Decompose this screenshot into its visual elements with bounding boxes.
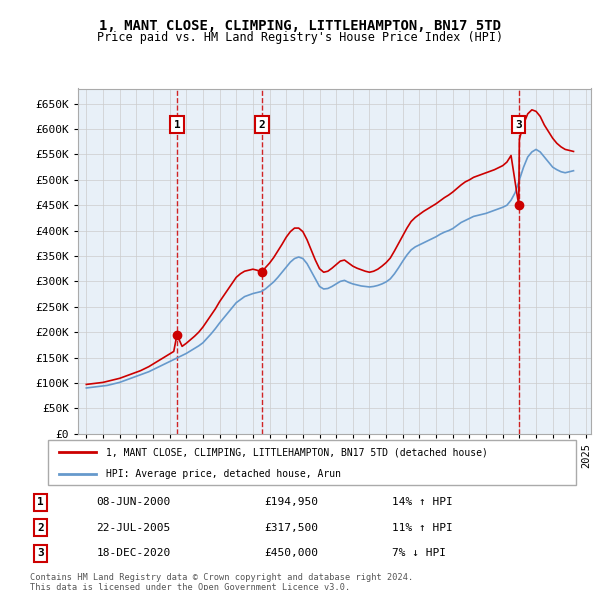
- FancyBboxPatch shape: [48, 440, 576, 485]
- Text: 08-JUN-2000: 08-JUN-2000: [97, 497, 171, 507]
- Text: 18-DEC-2020: 18-DEC-2020: [97, 548, 171, 558]
- Text: 11% ↑ HPI: 11% ↑ HPI: [392, 523, 453, 533]
- Text: 7% ↓ HPI: 7% ↓ HPI: [392, 548, 446, 558]
- Text: 2: 2: [259, 120, 265, 130]
- Text: 3: 3: [515, 120, 522, 130]
- Text: £450,000: £450,000: [264, 548, 318, 558]
- Text: HPI: Average price, detached house, Arun: HPI: Average price, detached house, Arun: [106, 468, 341, 478]
- Text: 22-JUL-2005: 22-JUL-2005: [97, 523, 171, 533]
- Text: 1, MANT CLOSE, CLIMPING, LITTLEHAMPTON, BN17 5TD (detached house): 1, MANT CLOSE, CLIMPING, LITTLEHAMPTON, …: [106, 447, 488, 457]
- Text: 1: 1: [173, 120, 181, 130]
- Text: 2: 2: [37, 523, 44, 533]
- Text: £194,950: £194,950: [264, 497, 318, 507]
- Text: £317,500: £317,500: [264, 523, 318, 533]
- Text: 14% ↑ HPI: 14% ↑ HPI: [392, 497, 453, 507]
- Text: Contains HM Land Registry data © Crown copyright and database right 2024.: Contains HM Land Registry data © Crown c…: [30, 573, 413, 582]
- Text: Price paid vs. HM Land Registry's House Price Index (HPI): Price paid vs. HM Land Registry's House …: [97, 31, 503, 44]
- Text: 1, MANT CLOSE, CLIMPING, LITTLEHAMPTON, BN17 5TD: 1, MANT CLOSE, CLIMPING, LITTLEHAMPTON, …: [99, 19, 501, 33]
- Text: 1: 1: [37, 497, 44, 507]
- Text: This data is licensed under the Open Government Licence v3.0.: This data is licensed under the Open Gov…: [30, 583, 350, 590]
- Text: 3: 3: [37, 548, 44, 558]
